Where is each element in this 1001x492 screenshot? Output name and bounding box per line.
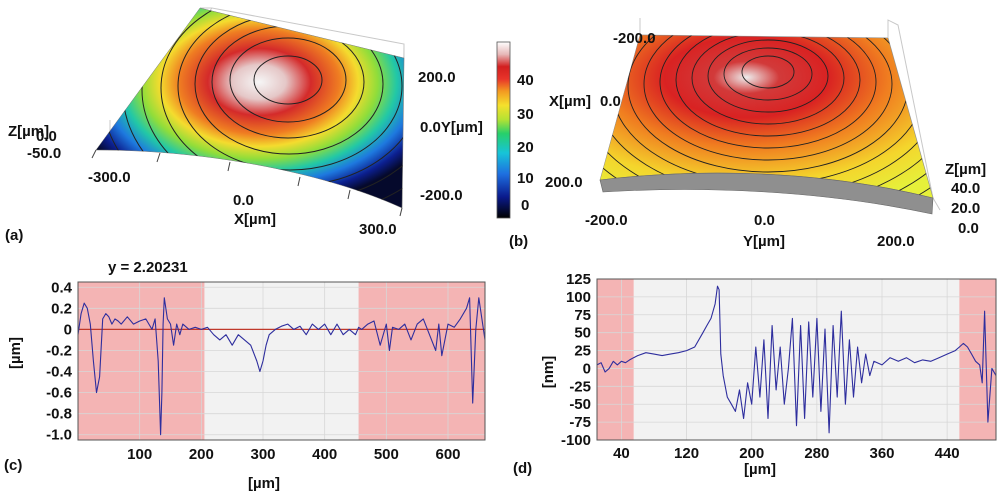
colorbar-tick-10: 10 xyxy=(517,170,534,187)
colorbar: 40 30 20 10 0 xyxy=(496,41,534,219)
panel-a-z-tick-0: 0.0 xyxy=(36,128,57,145)
y-tick-label-6: -0.8 xyxy=(46,406,72,423)
y-tick-label-6: -25 xyxy=(569,378,591,395)
x-tick-label-3: 280 xyxy=(804,445,829,462)
panel-a-x-tick-1: 0.0 xyxy=(233,192,254,209)
panel-a-z-tick-1: -50.0 xyxy=(27,145,61,162)
panel-b-x-axis-label: X[µm] xyxy=(549,93,591,110)
x-tick-label-5: 440 xyxy=(935,445,960,462)
panel-c-label: (c) xyxy=(4,457,22,474)
y-tick-label-0: 125 xyxy=(566,271,591,288)
panel-d-label: (d) xyxy=(513,460,532,477)
y-tick-label-0: 0.4 xyxy=(51,279,73,296)
panel-a-label: (a) xyxy=(5,227,23,244)
panel-b-y-tick-2: 200.0 xyxy=(877,233,915,250)
panel-b-surface xyxy=(599,18,941,215)
panel-b-height-map xyxy=(599,34,934,199)
shaded-region-1 xyxy=(959,279,996,440)
x-tick-label-2: 300 xyxy=(250,446,275,463)
panel-b-z-tick-1: 20.0 xyxy=(951,200,980,217)
x-tick-label-2: 200 xyxy=(739,445,764,462)
profile-line xyxy=(77,297,486,436)
y-tick-label-1: 0.2 xyxy=(51,300,72,317)
colorbar-tick-0: 0 xyxy=(521,197,529,214)
x-tick-label-5: 600 xyxy=(435,446,460,463)
panel-a-height-map xyxy=(95,7,405,209)
panel-c-annotation: y = 2.20231 xyxy=(108,259,188,276)
colorbar-tick-30: 30 xyxy=(517,106,534,123)
y-tick-label-9: -100 xyxy=(561,432,591,449)
panel-c-plot: 100 200 300 400 500 600 0.4 0.2 0 -0.2 -0.4 -0.6 -0.… xyxy=(46,279,486,463)
panel-a-x-tick-0: -300.0 xyxy=(88,169,131,186)
panel-a-y-tick-0: 200.0 xyxy=(418,69,456,86)
panel-a-x-axis-label: X[µm] xyxy=(234,211,276,228)
panel-b-x-tick-mid: 0.0 xyxy=(600,93,621,110)
panel-b-x-tick-1: 200.0 xyxy=(545,174,583,191)
x-tick-label-1: 200 xyxy=(189,446,214,463)
y-tick-label-2: 0 xyxy=(64,321,72,338)
x-tick-label-0: 40 xyxy=(613,445,630,462)
profile-line xyxy=(596,285,997,434)
panel-a-y-axis-label: 0.0Y[µm] xyxy=(420,119,483,136)
panel-b-y-tick-0: -200.0 xyxy=(585,212,628,229)
y-tick-label-5: 0 xyxy=(583,360,591,377)
panel-b-x-tick-0: -200.0 xyxy=(613,30,656,47)
y-tick-label-7: -1.0 xyxy=(46,427,72,444)
y-tick-label-5: -0.6 xyxy=(46,385,72,402)
panel-b-label: (b) xyxy=(509,233,528,250)
y-tick-label-4: 25 xyxy=(574,343,591,360)
y-tick-label-7: -50 xyxy=(569,396,591,413)
panel-a-x-ticks xyxy=(91,149,403,217)
panel-b-z-tick-2: 0.0 xyxy=(958,220,979,237)
y-tick-label-1: 100 xyxy=(566,289,591,306)
y-tick-label-8: -75 xyxy=(569,414,591,431)
x-tick-label-1: 120 xyxy=(674,445,699,462)
panel-b-y-axis-label: Y[µm] xyxy=(743,233,785,250)
panel-b-z-axis-label: Z[µm] xyxy=(945,161,986,178)
panel-b-y-tick-1: 0.0 xyxy=(754,212,775,229)
panel-d-xlabel: [µm] xyxy=(744,461,776,478)
shaded-region-1 xyxy=(358,282,485,440)
panel-b-z-tick-0: 40.0 xyxy=(951,180,980,197)
colorbar-tick-40: 40 xyxy=(517,72,534,89)
panel-b-base-wall xyxy=(599,172,934,215)
panel-d-ylabel: [nm] xyxy=(540,356,557,389)
x-tick-label-3: 400 xyxy=(312,446,337,463)
x-tick-label-0: 100 xyxy=(127,446,152,463)
plot-frame xyxy=(596,278,997,441)
plot-frame xyxy=(77,281,486,441)
panel-d-plot: 40 120 200 280 360 440 1251007550250-25-50-75-… xyxy=(561,271,997,462)
y-tick-label-2: 75 xyxy=(574,307,591,324)
y-tick-label-4: -0.4 xyxy=(46,364,73,381)
shaded-region-0 xyxy=(78,282,205,440)
x-tick-label-4: 500 xyxy=(374,446,399,463)
y-tick-label-3: 50 xyxy=(574,325,591,342)
colorbar-gradient xyxy=(496,41,511,219)
y-tick-label-3: -0.2 xyxy=(46,342,72,359)
panel-a-x-tick-2: 300.0 xyxy=(359,221,397,238)
panel-a-y-tick-1: -200.0 xyxy=(420,187,463,204)
shaded-region-0 xyxy=(597,279,634,440)
x-tick-label-4: 360 xyxy=(869,445,894,462)
colorbar-tick-20: 20 xyxy=(517,139,534,156)
panel-a-z-axis-label: Z[µm] xyxy=(8,123,49,140)
panel-c-ylabel: [µm] xyxy=(7,337,24,369)
panel-c-xlabel: [µm] xyxy=(248,475,280,492)
